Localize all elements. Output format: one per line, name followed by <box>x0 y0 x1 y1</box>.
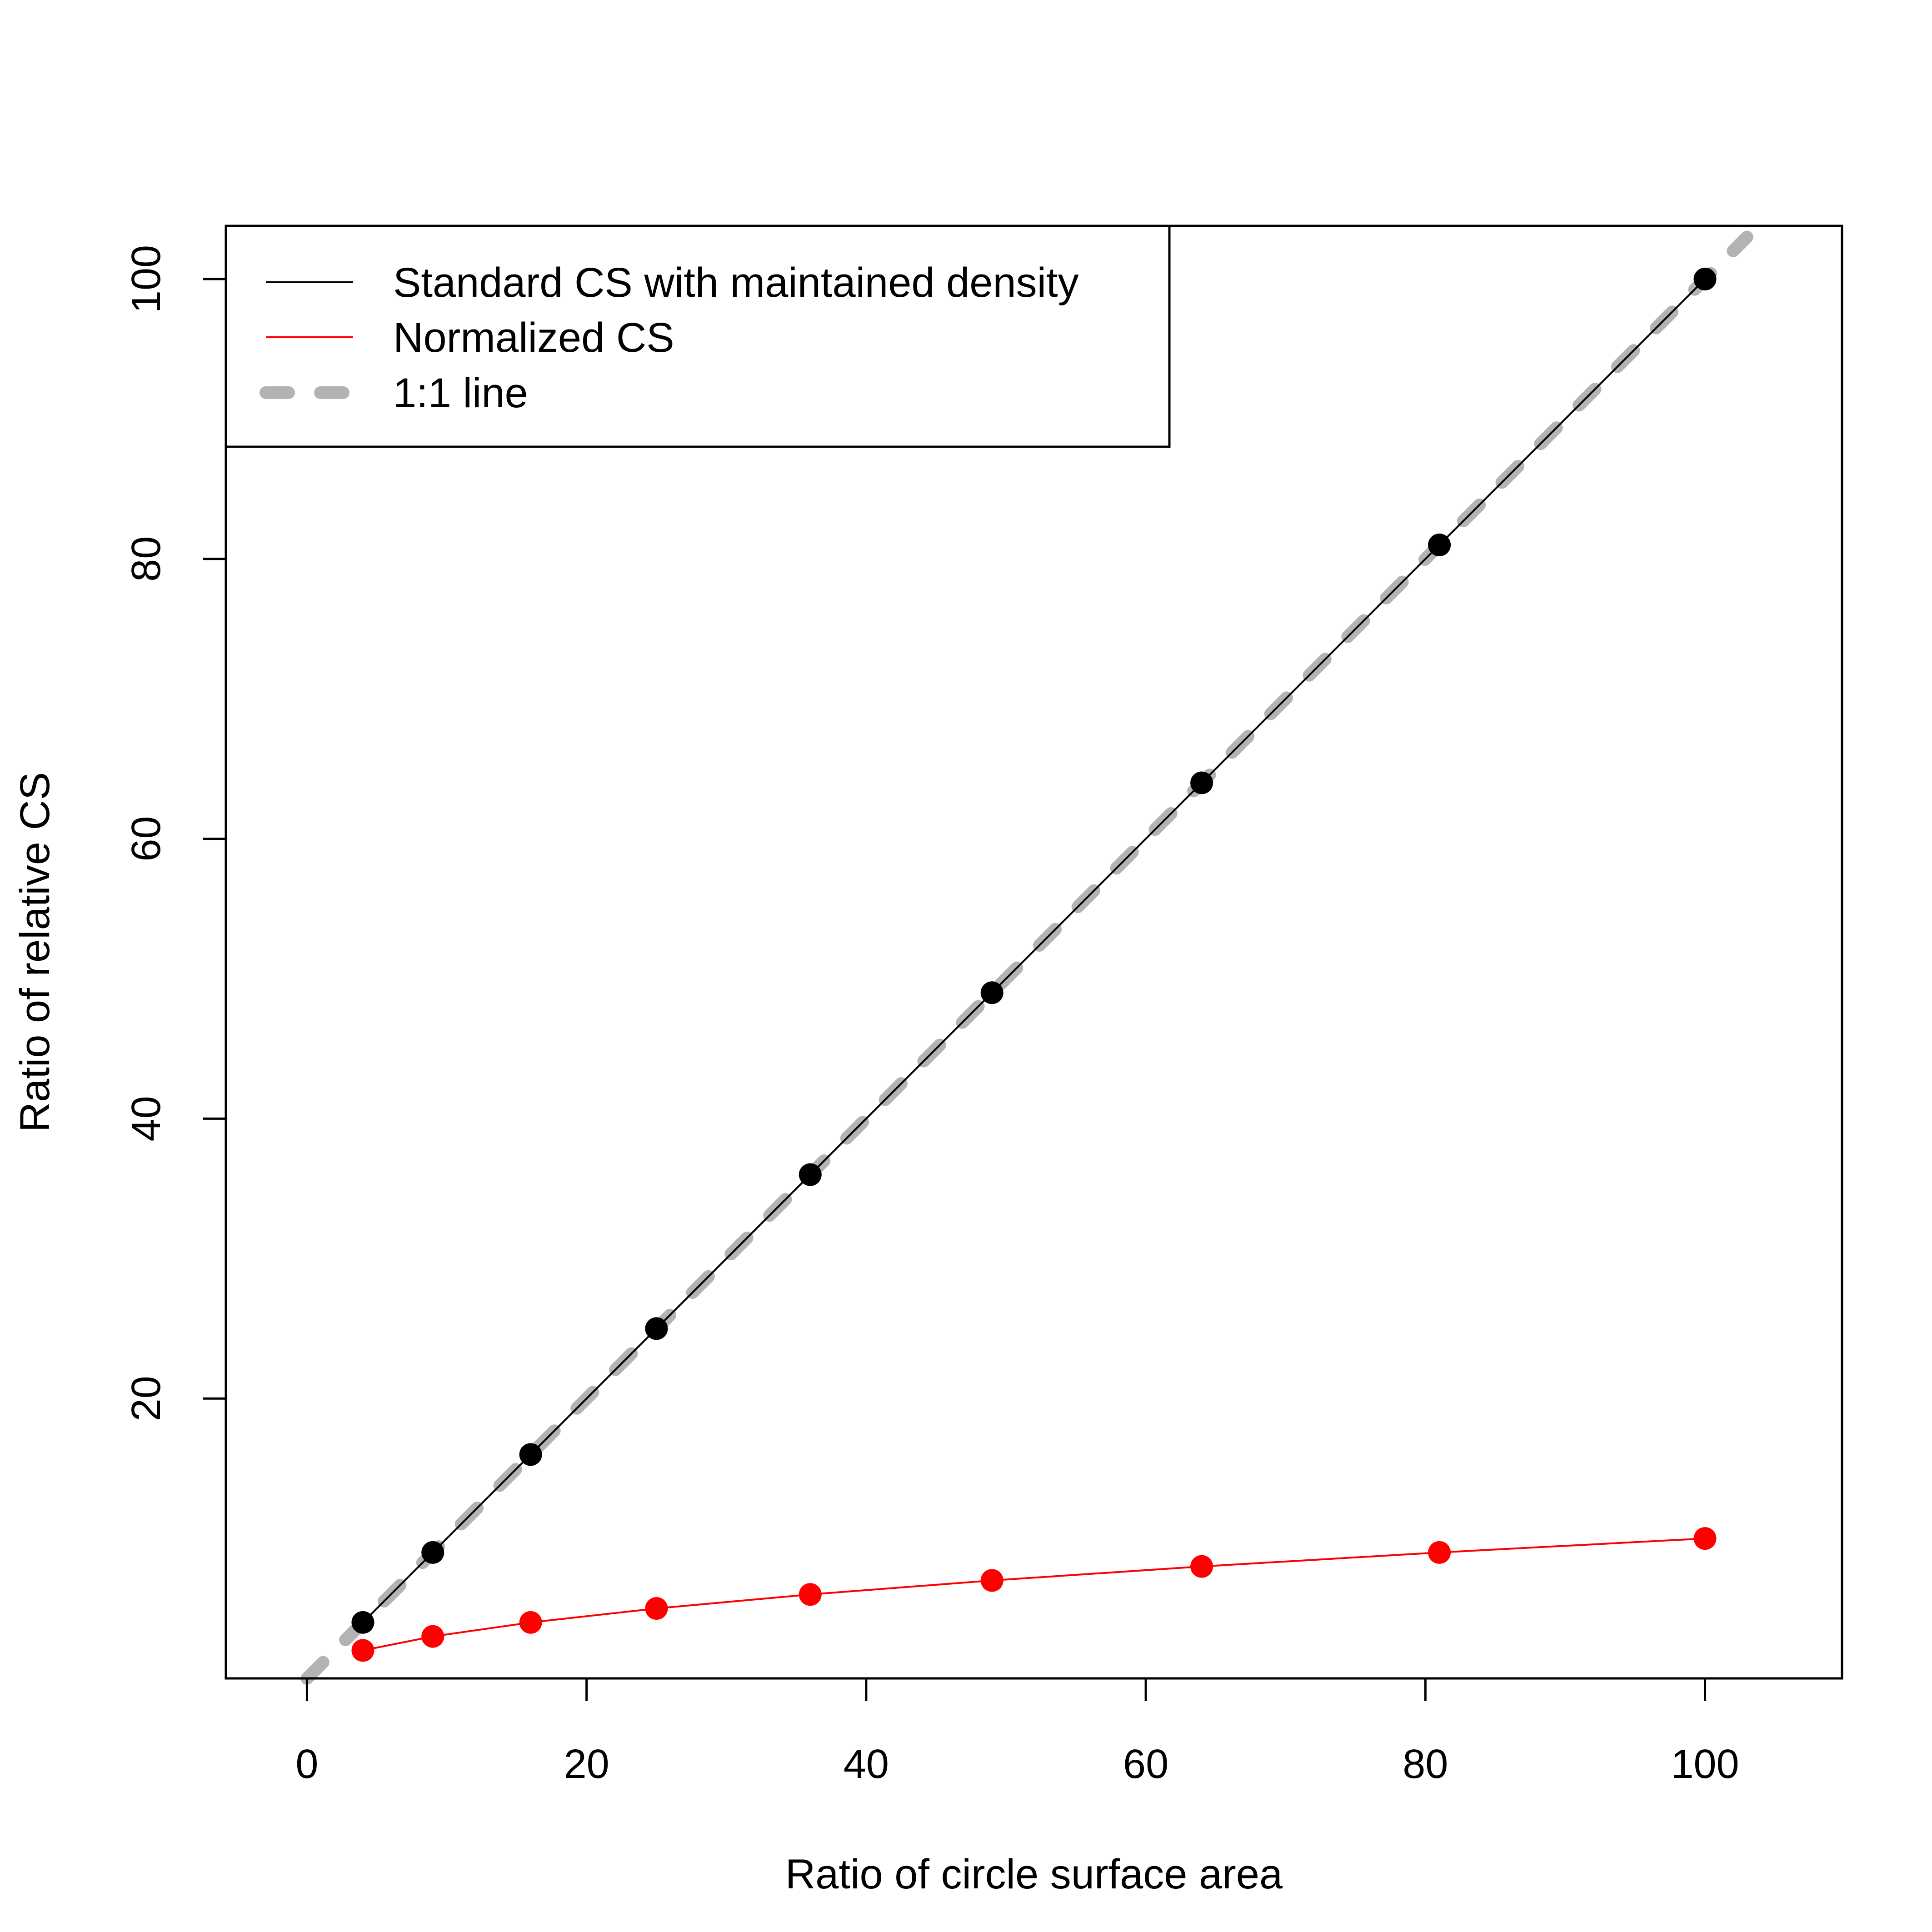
point-normalized-cs-7 <box>1428 1541 1451 1564</box>
legend-label-standard-cs: Standard CS with maintained density <box>393 260 1079 306</box>
point-standard-cs-1 <box>421 1541 444 1564</box>
y-tick-label-80: 80 <box>124 536 169 582</box>
x-axis-title: Ratio of circle surface area <box>785 1851 1283 1897</box>
x-tick-label-80: 80 <box>1403 1742 1448 1787</box>
point-normalized-cs-1 <box>421 1625 444 1648</box>
point-standard-cs-7 <box>1428 534 1451 557</box>
x-tick-label-60: 60 <box>1123 1742 1168 1787</box>
y-axis-title: Ratio of relative CS <box>12 772 58 1133</box>
point-standard-cs-8 <box>1693 268 1717 291</box>
point-normalized-cs-4 <box>799 1583 822 1606</box>
legend-label-one-to-one-line: 1:1 line <box>393 370 528 416</box>
point-normalized-cs-5 <box>980 1569 1003 1592</box>
y-tick-label-20: 20 <box>124 1376 169 1421</box>
legend: Standard CS with maintained density Norm… <box>225 225 1171 448</box>
point-standard-cs-5 <box>980 981 1003 1004</box>
y-axis: 20 40 60 80 100 <box>124 245 227 1421</box>
point-normalized-cs-0 <box>351 1639 374 1662</box>
y-tick-label-40: 40 <box>124 1096 169 1141</box>
legend-box <box>225 225 1171 448</box>
point-standard-cs-4 <box>799 1163 822 1186</box>
x-tick-label-0: 0 <box>295 1742 318 1787</box>
point-standard-cs-2 <box>519 1443 542 1466</box>
point-standard-cs-3 <box>645 1317 668 1340</box>
legend-label-normalized-cs: Normalized CS <box>393 315 674 361</box>
y-tick-label-100: 100 <box>124 245 169 313</box>
point-standard-cs-6 <box>1190 771 1213 794</box>
point-normalized-cs-6 <box>1190 1555 1213 1578</box>
y-tick-label-60: 60 <box>124 816 169 862</box>
point-normalized-cs-3 <box>645 1597 668 1620</box>
x-axis: 0 20 40 60 80 100 <box>295 1677 1739 1787</box>
x-tick-label-20: 20 <box>564 1742 609 1787</box>
x-tick-label-40: 40 <box>844 1742 889 1787</box>
point-normalized-cs-8 <box>1693 1527 1717 1550</box>
point-normalized-cs-2 <box>519 1611 542 1634</box>
x-tick-label-100: 100 <box>1671 1742 1739 1787</box>
plot-marks <box>300 230 1753 1685</box>
point-standard-cs-0 <box>351 1611 374 1634</box>
